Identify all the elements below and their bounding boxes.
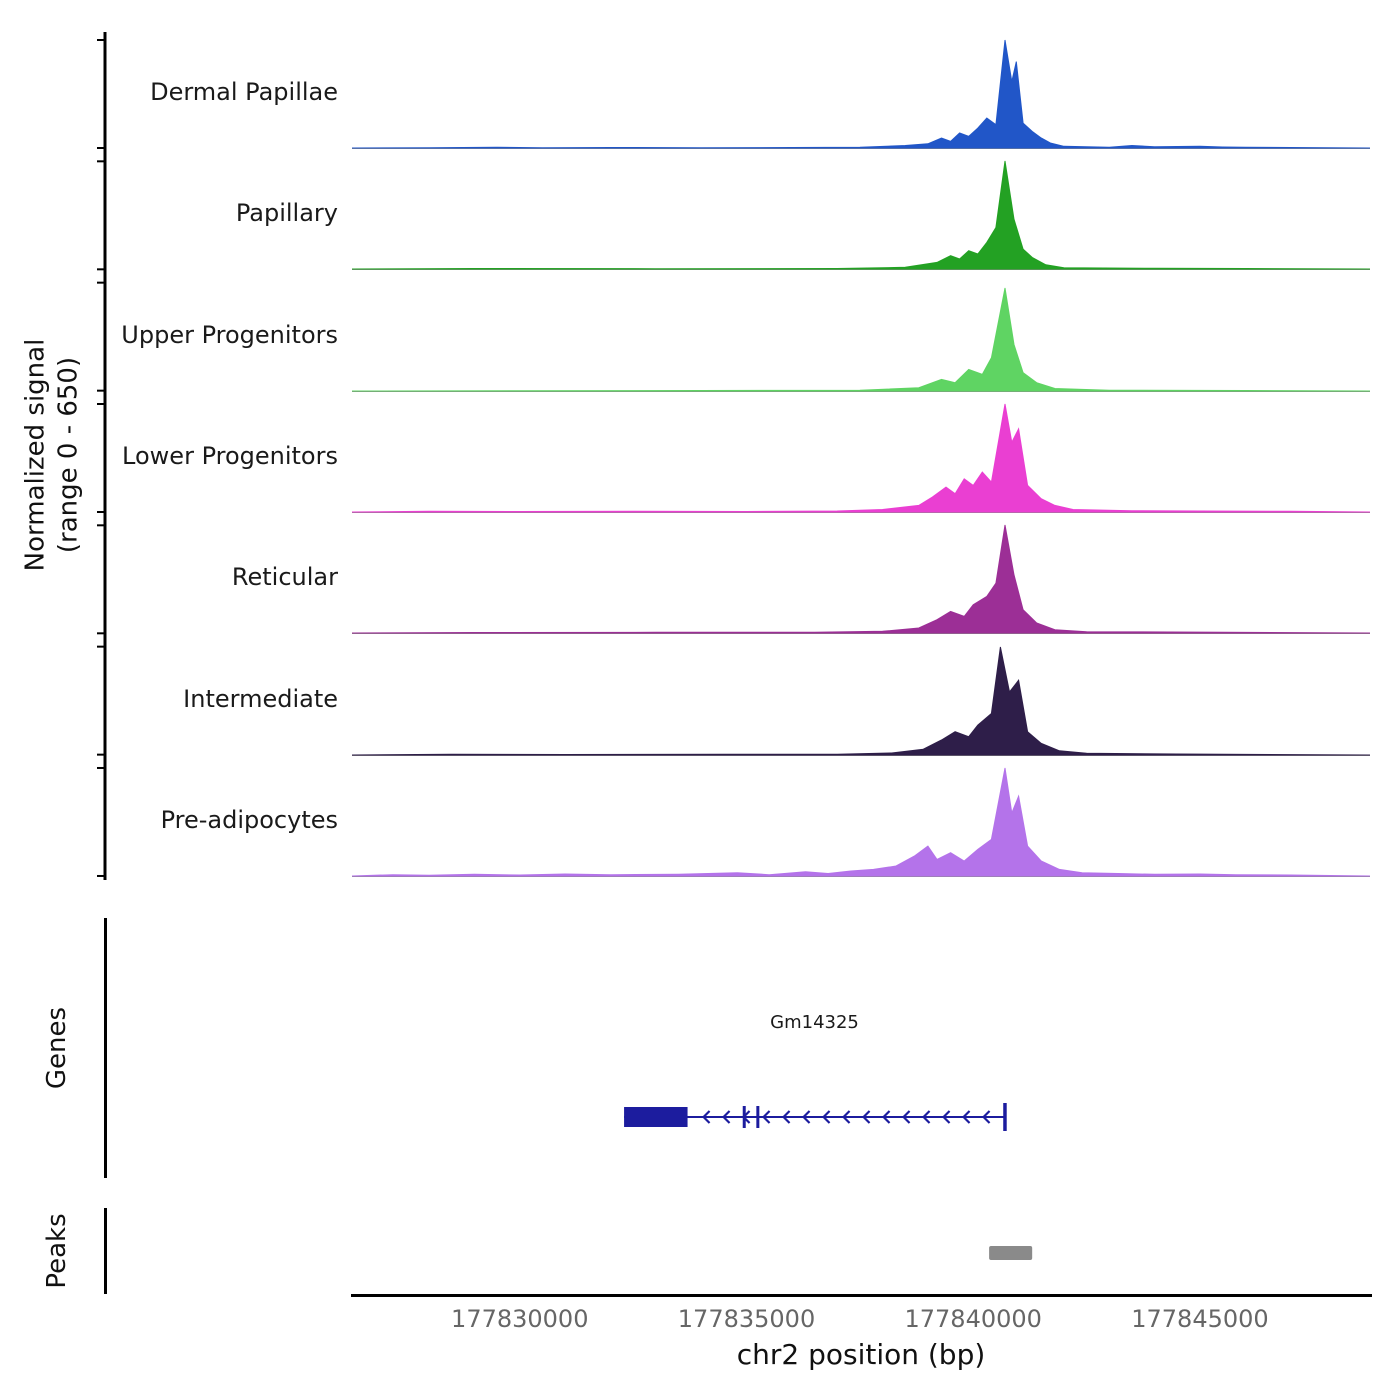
x-tick-label-177830000: 177830000 — [451, 1305, 589, 1333]
x-tick-label-177840000: 177840000 — [904, 1305, 1042, 1333]
track-label-upper-progenitors: Upper Progenitors — [121, 321, 338, 349]
x-axis-line — [351, 1294, 1372, 1297]
signal-track-chart-pre-adipocytes — [352, 767, 1370, 877]
signal-track-chart-papillary — [352, 160, 1370, 270]
x-tick-label-177845000: 177845000 — [1131, 1305, 1269, 1333]
gene-model-glyph — [624, 1103, 1007, 1131]
genes-axis-spine — [104, 918, 107, 1178]
track-label-lower-progenitors: Lower Progenitors — [122, 442, 338, 470]
track-label-pre-adipocytes: Pre-adipocytes — [160, 806, 338, 834]
peaks-axis-spine — [104, 1208, 107, 1294]
x-axis-title: chr2 position (bp) — [736, 1338, 986, 1371]
signal-track-chart-dermal-papillae — [352, 39, 1370, 149]
peaks-section-label: Peaks — [41, 1213, 72, 1289]
signal-track-chart-reticular — [352, 524, 1370, 634]
x-tick-label-177835000: 177835000 — [677, 1305, 816, 1333]
signal-track-chart-lower-progenitors — [352, 403, 1370, 513]
track-label-reticular: Reticular — [231, 563, 338, 591]
signal-axis-spine — [97, 32, 107, 880]
genes-section-label: Genes — [41, 1006, 72, 1090]
track-label-dermal-papillae: Dermal Papillae — [150, 78, 338, 106]
track-label-papillary: Papillary — [235, 199, 338, 227]
gene-name-label: Gm14325 — [770, 1012, 859, 1033]
signal-track-chart-intermediate — [352, 646, 1370, 756]
signal-track-chart-upper-progenitors — [352, 287, 1370, 392]
track-label-intermediate: Intermediate — [183, 685, 338, 713]
peaks-track-glyph — [989, 1246, 1033, 1260]
